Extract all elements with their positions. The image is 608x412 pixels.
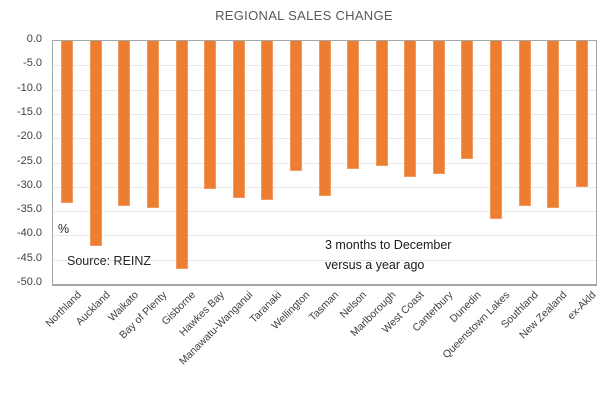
y-tick-label: -50.0 — [16, 276, 42, 288]
annotation-note-line1: 3 months to December — [325, 238, 452, 252]
bar-tasman — [318, 41, 331, 197]
y-tick-label: -40.0 — [16, 227, 42, 240]
bar-northland — [61, 41, 74, 204]
gridline — [53, 259, 596, 261]
annotation-note: 3 months to December versus a year ago — [325, 235, 451, 275]
bar-nelson — [347, 41, 360, 169]
chart-title: REGIONAL SALES CHANGE — [215, 8, 393, 23]
bar-ex-akld — [575, 41, 588, 188]
y-axis-unit-label: % — [58, 222, 70, 236]
bar-gisborne — [175, 41, 188, 269]
bar-southland — [518, 41, 531, 207]
y-axis: 0.0 -5.0 -10.0 -15.0 -20.0 -25.0 -30.0 -35.0 -40… — [0, 0, 46, 300]
y-tick-label: -30.0 — [16, 178, 42, 191]
bar-marlborough — [375, 41, 388, 167]
x-tick-label: Tasman — [306, 289, 341, 324]
bar-new-zealand — [547, 41, 560, 209]
plot-area — [52, 40, 597, 286]
y-tick-label: -25.0 — [16, 154, 42, 167]
x-axis: Northland Auckland Waikato Bay of Plenty Gis… — [43, 289, 599, 412]
gridline — [53, 211, 596, 213]
y-tick-label: 0.0 — [26, 33, 42, 45]
bar-bay-of-plenty — [147, 41, 160, 209]
annotation-note-line2: versus a year ago — [325, 258, 425, 272]
bar-auckland — [89, 41, 102, 246]
bar-waikato — [118, 41, 131, 207]
y-tick-label: -5.0 — [23, 57, 42, 70]
bar-manawatu-wanganui — [232, 41, 245, 199]
bar-canterbury — [432, 41, 445, 175]
y-tick-label: -35.0 — [16, 203, 42, 216]
bar-queenstown-lakes — [489, 41, 502, 219]
y-tick-label: -20.0 — [16, 130, 42, 143]
bar-taranaki — [261, 41, 274, 200]
y-tick-label: -45.0 — [16, 251, 42, 264]
bar-hawkes-bay — [204, 41, 217, 190]
y-tick-label: -10.0 — [16, 81, 42, 94]
source-label: Source: REINZ — [67, 254, 152, 268]
bar-wellington — [289, 41, 302, 171]
bar-dunedin — [461, 41, 474, 159]
x-tick-label: ex-Akld — [564, 289, 599, 323]
gridline — [53, 235, 596, 237]
y-tick-label: -15.0 — [16, 105, 42, 118]
bar-west-coast — [404, 41, 417, 178]
